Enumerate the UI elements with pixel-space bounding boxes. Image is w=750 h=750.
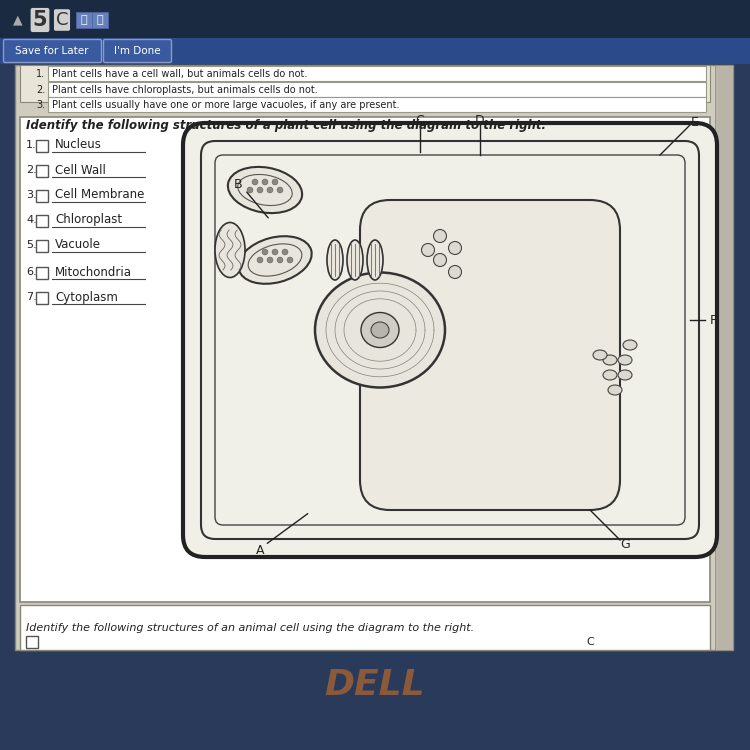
Text: Vacuole: Vacuole: [55, 238, 101, 251]
Ellipse shape: [608, 385, 622, 395]
Ellipse shape: [247, 187, 253, 193]
Text: Plant cells usually have one or more large vacuoles, if any are present.: Plant cells usually have one or more lar…: [52, 100, 400, 110]
Text: C: C: [416, 113, 424, 127]
FancyBboxPatch shape: [104, 40, 172, 62]
Text: ▲: ▲: [13, 13, 22, 26]
Ellipse shape: [262, 249, 268, 255]
Ellipse shape: [262, 179, 268, 185]
Bar: [36, 190, 48, 202]
Text: E: E: [691, 116, 699, 128]
Text: D: D: [476, 113, 484, 127]
Ellipse shape: [422, 244, 434, 256]
Text: 5.: 5.: [26, 240, 37, 250]
Ellipse shape: [367, 240, 383, 280]
Ellipse shape: [257, 187, 263, 193]
Bar: [36, 267, 48, 279]
Bar: [48, 97, 706, 112]
Ellipse shape: [361, 313, 399, 347]
Bar: [0, 38, 750, 64]
Bar: [48, 66, 706, 81]
Text: Nucleus: Nucleus: [55, 139, 102, 152]
Text: 4.: 4.: [26, 215, 37, 225]
Ellipse shape: [623, 340, 637, 350]
Text: DELL: DELL: [325, 668, 425, 702]
Bar: [36, 292, 48, 304]
Bar: [36, 240, 48, 252]
FancyBboxPatch shape: [360, 200, 620, 510]
Text: ⌕: ⌕: [97, 15, 104, 25]
Text: Plant cells have chloroplasts, but animals cells do not.: Plant cells have chloroplasts, but anima…: [52, 85, 318, 95]
Ellipse shape: [267, 187, 273, 193]
Text: C: C: [56, 11, 68, 29]
Ellipse shape: [618, 355, 632, 365]
Bar: [20, 65, 710, 102]
Bar: [20, 605, 710, 650]
Text: 2.: 2.: [36, 85, 45, 95]
Ellipse shape: [603, 355, 617, 365]
Ellipse shape: [287, 257, 293, 263]
Text: F: F: [710, 314, 717, 326]
Ellipse shape: [272, 179, 278, 185]
Text: Chloroplast: Chloroplast: [55, 214, 122, 226]
Text: G: G: [620, 538, 630, 551]
Text: 3.: 3.: [26, 190, 37, 200]
Ellipse shape: [347, 240, 363, 280]
Text: 7.: 7.: [26, 292, 37, 302]
Ellipse shape: [272, 249, 278, 255]
Bar: [48, 82, 706, 97]
Text: 2.: 2.: [26, 165, 37, 175]
Bar: [92, 12, 108, 28]
Text: A: A: [256, 544, 264, 556]
Ellipse shape: [371, 322, 389, 338]
Ellipse shape: [215, 223, 245, 278]
Ellipse shape: [277, 187, 283, 193]
Text: 5: 5: [33, 10, 47, 30]
Text: Cell Membrane: Cell Membrane: [55, 188, 144, 202]
Ellipse shape: [327, 240, 343, 280]
Text: I'm Done: I'm Done: [114, 46, 160, 56]
Text: Save for Later: Save for Later: [15, 46, 88, 56]
Ellipse shape: [603, 370, 617, 380]
Text: C: C: [586, 637, 594, 647]
Text: Identify the following structures of an animal cell using the diagram to the rig: Identify the following structures of an …: [26, 623, 474, 633]
Ellipse shape: [238, 236, 312, 284]
Text: 1.: 1.: [26, 140, 37, 150]
Text: ⌕: ⌕: [81, 15, 87, 25]
Text: B: B: [234, 178, 242, 191]
Bar: [0, 0, 750, 40]
Text: Cytoplasm: Cytoplasm: [55, 290, 118, 304]
Bar: [15, 65, 733, 650]
Bar: [36, 165, 48, 177]
Text: 6.: 6.: [26, 267, 37, 277]
Bar: [715, 65, 733, 650]
Text: 3.: 3.: [36, 100, 45, 110]
Ellipse shape: [252, 179, 258, 185]
Ellipse shape: [277, 257, 283, 263]
Ellipse shape: [618, 370, 632, 380]
Ellipse shape: [282, 249, 288, 255]
Ellipse shape: [433, 254, 446, 266]
Ellipse shape: [593, 350, 607, 360]
Ellipse shape: [257, 257, 263, 263]
Ellipse shape: [448, 242, 461, 254]
Bar: [36, 215, 48, 227]
FancyBboxPatch shape: [4, 40, 101, 62]
Ellipse shape: [267, 257, 273, 263]
Bar: [76, 12, 92, 28]
Ellipse shape: [448, 266, 461, 278]
Ellipse shape: [228, 167, 302, 213]
Text: Cell Wall: Cell Wall: [55, 164, 106, 176]
Bar: [36, 140, 48, 152]
Text: Mitochondria: Mitochondria: [55, 266, 132, 278]
Bar: [20, 117, 710, 602]
Text: Identify the following structures of a plant cell using the diagram to the right: Identify the following structures of a p…: [26, 118, 546, 131]
Bar: [26, 636, 38, 648]
Text: Plant cells have a cell wall, but animals cells do not.: Plant cells have a cell wall, but animal…: [52, 69, 308, 79]
Text: 1.: 1.: [36, 69, 45, 79]
Ellipse shape: [433, 230, 446, 242]
Ellipse shape: [315, 272, 445, 388]
FancyBboxPatch shape: [183, 123, 717, 557]
